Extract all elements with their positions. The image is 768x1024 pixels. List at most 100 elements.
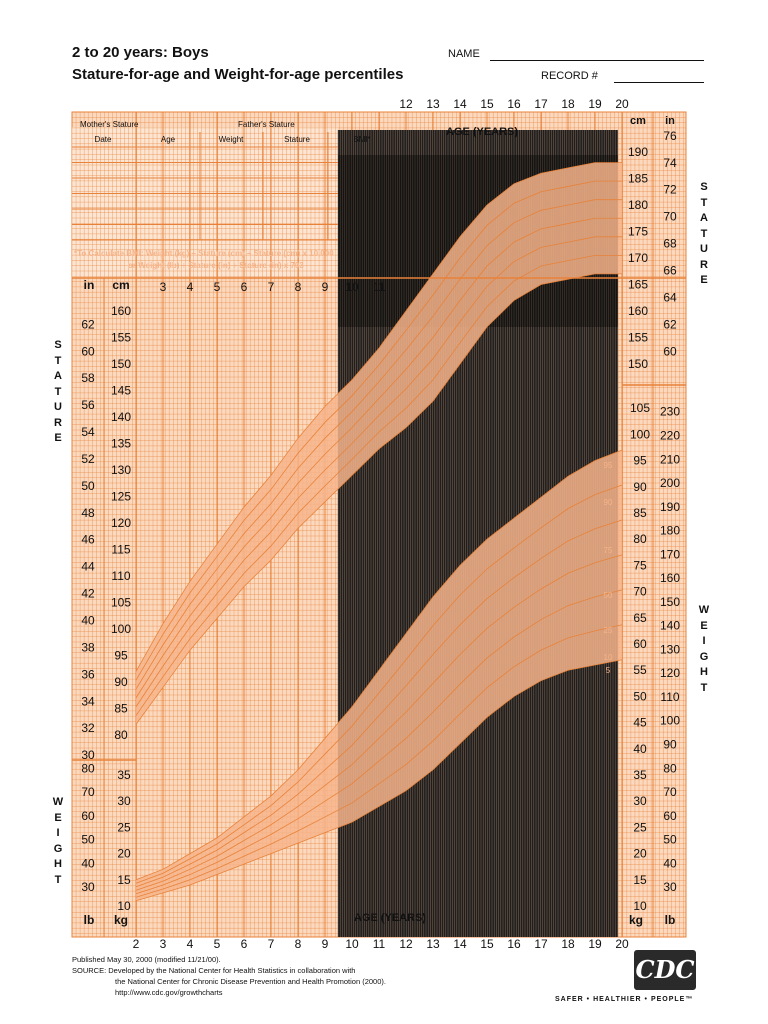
published-note: Published May 30, 2000 (modified 11/21/0… bbox=[72, 955, 221, 964]
table-column-header: BMI* bbox=[353, 135, 370, 144]
weight-lb-tick-right: 70 bbox=[663, 785, 677, 799]
weight-lb-tick-right: 120 bbox=[660, 666, 680, 680]
stature-percentile-band-line bbox=[135, 254, 622, 716]
cdc-logo: CDC bbox=[634, 950, 696, 990]
weight-kg-tick-right: 70 bbox=[633, 585, 647, 599]
stature-cm-tick-right: 160 bbox=[628, 304, 648, 318]
mid-age-tick: 5 bbox=[214, 280, 221, 294]
stature-in-tick-left: 42 bbox=[81, 587, 95, 601]
bottom-age-tick: 7 bbox=[268, 937, 275, 951]
weight-kg-tick-right: 65 bbox=[633, 611, 647, 625]
weight-kg-tick-left: 25 bbox=[117, 820, 131, 834]
weight-percentile-band-line bbox=[135, 449, 623, 881]
weight-percentile-label: 95 bbox=[604, 461, 613, 470]
weight-lb-tick-right: 100 bbox=[660, 714, 680, 728]
bottom-age-tick: 16 bbox=[507, 937, 521, 951]
stature-percentile-band-line bbox=[135, 217, 622, 699]
stature-cm-tick-left: 145 bbox=[111, 384, 131, 398]
bottom-age-tick: 4 bbox=[187, 937, 194, 951]
chart-title: 2 to 20 years: Boys bbox=[72, 44, 209, 61]
stature-in-tick-left: 54 bbox=[81, 425, 95, 439]
bottom-age-tick: 11 bbox=[373, 937, 386, 951]
weight-kg-tick-left: 20 bbox=[117, 847, 131, 861]
weight-kg-tick-right: 50 bbox=[633, 689, 647, 703]
source-url[interactable]: http://www.cdc.gov/growthcharts bbox=[115, 988, 223, 997]
bottom-age-tick: 18 bbox=[561, 937, 575, 951]
weight-kg-tick-left: 35 bbox=[117, 768, 131, 782]
stature-in-tick-right: 64 bbox=[663, 290, 677, 304]
table-column-header: Stature bbox=[284, 135, 310, 144]
stature-cm-tick-right: 165 bbox=[628, 278, 648, 292]
stature-in-tick-left: 58 bbox=[81, 371, 95, 385]
unit-cm-right: cm bbox=[630, 115, 646, 127]
weight-lb-tick-left: 40 bbox=[81, 856, 95, 870]
top-age-tick: 12 bbox=[399, 97, 413, 111]
stature-in-tick-left: 38 bbox=[81, 640, 95, 654]
bottom-age-tick: 9 bbox=[322, 937, 329, 951]
mid-age-tick: 7 bbox=[268, 280, 275, 294]
stature-in-tick-right: 68 bbox=[663, 237, 677, 251]
weight-percentile-label: 25 bbox=[604, 626, 613, 635]
stature-cm-tick-left: 85 bbox=[114, 702, 128, 716]
stature-cm-tick-left: 115 bbox=[111, 543, 130, 557]
stature-in-tick-right: 72 bbox=[663, 183, 677, 197]
bottom-age-tick: 14 bbox=[453, 937, 467, 951]
stature-cm-tick-right: 185 bbox=[628, 172, 648, 186]
weight-lb-tick-right: 140 bbox=[660, 619, 680, 633]
stature-cm-tick-left: 140 bbox=[111, 410, 131, 424]
top-age-tick: 17 bbox=[534, 97, 548, 111]
weight-lb-tick-right: 230 bbox=[660, 405, 680, 419]
bottom-age-tick: 12 bbox=[399, 937, 413, 951]
stature-in-tick-left: 30 bbox=[81, 748, 95, 762]
weight-lb-tick-left: 80 bbox=[81, 761, 95, 775]
weight-kg-tick-right: 105 bbox=[630, 401, 650, 415]
weight-kg-tick-right: 90 bbox=[633, 480, 647, 494]
bottom-age-tick: 5 bbox=[214, 937, 221, 951]
mid-age-tick: 3 bbox=[160, 280, 167, 294]
stature-cm-tick-left: 110 bbox=[111, 569, 130, 583]
mid-age-tick: 8 bbox=[295, 280, 302, 294]
weight-kg-tick-right: 85 bbox=[633, 506, 647, 520]
name-field[interactable] bbox=[490, 60, 704, 61]
unit-lb-right: lb bbox=[665, 913, 676, 927]
bottom-age-tick: 20 bbox=[615, 937, 629, 951]
weight-percentile-band-line bbox=[135, 554, 623, 891]
age-axis-title-bottom: AGE (YEARS) bbox=[354, 912, 426, 924]
mid-age-tick: 11 bbox=[373, 280, 386, 294]
weight-lb-tick-right: 180 bbox=[660, 524, 680, 538]
stature-cm-tick-left: 155 bbox=[111, 331, 131, 345]
stature-cm-tick-left: 95 bbox=[114, 649, 128, 663]
stature-percentile-band-line bbox=[135, 273, 622, 725]
stature-cm-tick-left: 125 bbox=[111, 490, 131, 504]
weight-kg-tick-right: 75 bbox=[633, 558, 647, 572]
weight-lb-tick-right: 170 bbox=[660, 547, 680, 561]
weight-percentile-band-line bbox=[135, 519, 623, 888]
top-age-tick: 18 bbox=[561, 97, 575, 111]
weight-kg-tick-left: 10 bbox=[117, 899, 131, 913]
record-field[interactable] bbox=[614, 82, 704, 83]
weight-lb-tick-right: 200 bbox=[660, 476, 680, 490]
weight-kg-tick-right: 95 bbox=[633, 454, 647, 468]
weight-kg-tick-right: 15 bbox=[633, 873, 647, 887]
stature-cm-tick-left: 160 bbox=[111, 304, 131, 318]
weight-lb-tick-right: 80 bbox=[663, 761, 677, 775]
stature-cm-tick-left: 130 bbox=[111, 463, 131, 477]
stature-in-tick-left: 34 bbox=[81, 694, 95, 708]
weight-lb-tick-right: 30 bbox=[663, 880, 677, 894]
weight-lb-tick-right: 90 bbox=[663, 737, 677, 751]
stature-cm-tick-left: 80 bbox=[114, 728, 128, 742]
stature-in-tick-left: 50 bbox=[81, 479, 95, 493]
weight-kg-tick-right: 30 bbox=[633, 794, 647, 808]
weight-lb-tick-left: 50 bbox=[81, 833, 95, 847]
bottom-age-tick: 13 bbox=[426, 937, 440, 951]
stature-in-tick-left: 46 bbox=[81, 533, 95, 547]
stature-in-tick-left: 36 bbox=[81, 667, 95, 681]
top-age-tick: 13 bbox=[426, 97, 440, 111]
mid-age-tick: 6 bbox=[241, 280, 248, 294]
unit-kg-left: kg bbox=[114, 913, 128, 927]
bottom-age-tick: 8 bbox=[295, 937, 302, 951]
weight-percentile-band-line bbox=[135, 659, 623, 902]
weight-kg-tick-right: 60 bbox=[633, 637, 647, 651]
